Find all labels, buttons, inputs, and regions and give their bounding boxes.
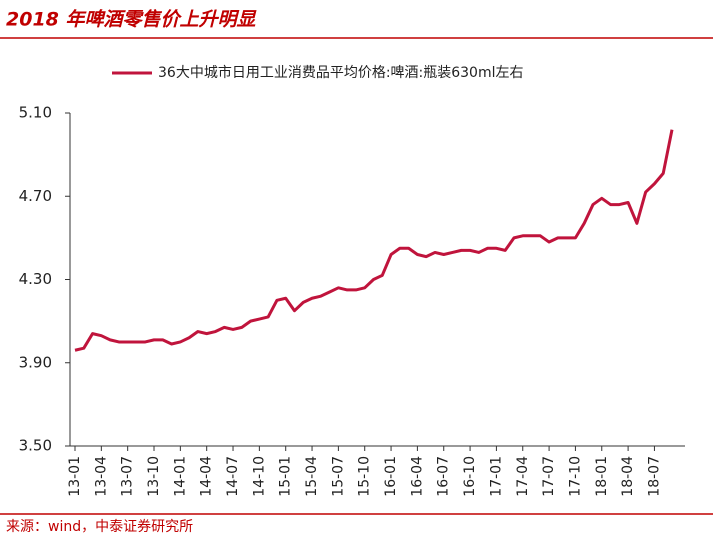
y-tick-label: 3.90	[19, 353, 52, 371]
x-tick-label: 14-07	[225, 456, 241, 497]
x-tick-label: 18-04	[620, 456, 636, 497]
x-tick-label: 13-10	[146, 456, 162, 497]
x-tick-label: 13-04	[93, 456, 109, 497]
x-tick-label: 13-07	[120, 456, 136, 497]
y-tick-label: 5.10	[19, 104, 52, 122]
x-tick-label: 15-04	[304, 456, 320, 497]
x-tick-label: 16-04	[409, 456, 425, 497]
x-tick-label: 14-10	[251, 456, 267, 497]
x-tick-label: 14-04	[199, 456, 215, 497]
x-tick-label: 17-01	[488, 456, 504, 497]
y-tick-label: 3.50	[19, 437, 52, 455]
chart-title: 2018 年啤酒零售价上升明显	[6, 9, 257, 31]
x-tick-label: 17-04	[515, 456, 531, 497]
x-tick-label: 15-07	[330, 456, 346, 497]
legend-label: 36大中城市日用工业消费品平均价格:啤酒:瓶装630ml左右	[158, 64, 524, 81]
x-tick-label: 15-01	[278, 456, 294, 497]
x-tick-label: 14-01	[172, 456, 188, 497]
y-tick-label: 4.70	[19, 187, 52, 205]
x-tick-label: 18-01	[594, 456, 610, 497]
x-tick-label: 15-10	[357, 456, 373, 497]
x-tick-label: 17-07	[541, 456, 557, 497]
x-tick-label: 16-07	[436, 456, 452, 497]
x-tick-label: 17-10	[567, 456, 583, 497]
x-tick-label: 16-10	[462, 456, 478, 497]
y-tick-label: 4.30	[19, 270, 52, 288]
x-tick-label: 18-07	[646, 456, 662, 497]
series-line	[74, 129, 674, 352]
x-tick-label: 13-01	[67, 456, 83, 497]
source: 来源：wind，中泰证券研究所	[6, 519, 193, 535]
x-tick-label: 16-01	[383, 456, 399, 497]
